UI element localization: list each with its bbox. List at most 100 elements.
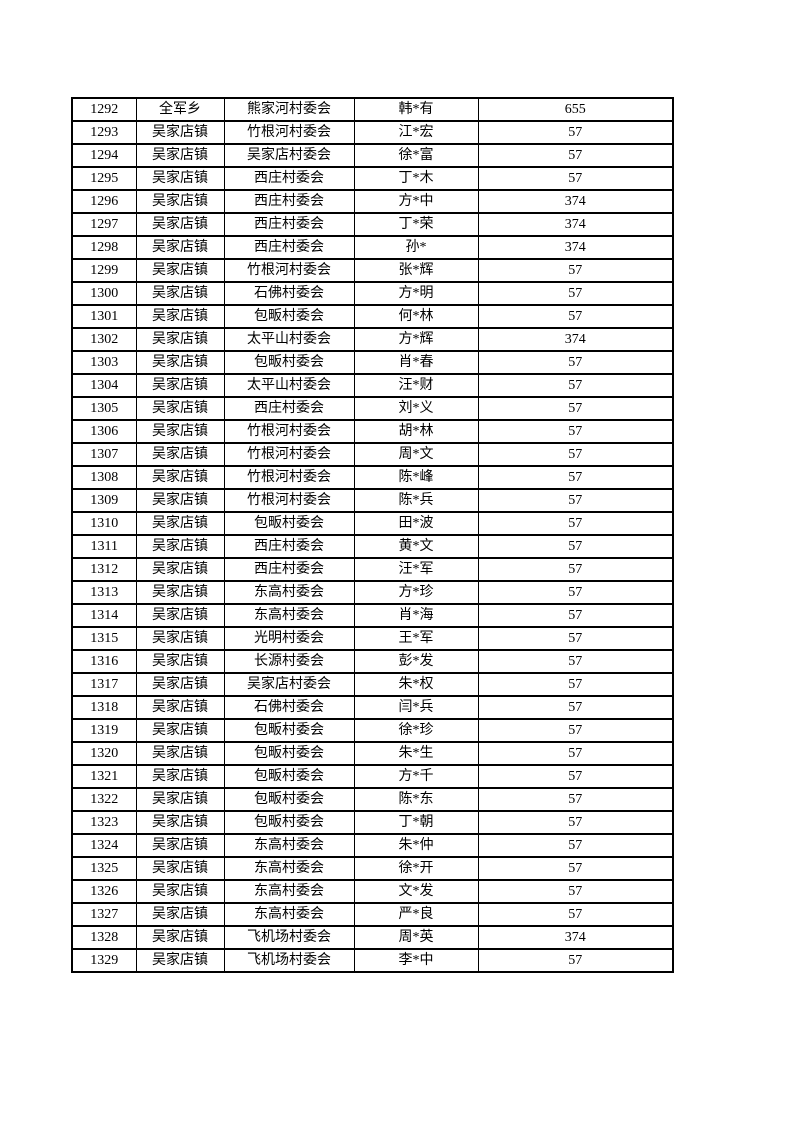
cell-person: 方*辉 <box>353 327 479 352</box>
cell-village: 西庄村委会 <box>223 166 355 191</box>
cell-person: 肖*海 <box>353 603 479 628</box>
cell-amount: 57 <box>477 442 674 467</box>
cell-town: 吴家店镇 <box>135 626 225 651</box>
cell-serial: 1295 <box>71 166 137 191</box>
cell-serial: 1305 <box>71 396 137 421</box>
cell-village: 石佛村委会 <box>223 695 355 720</box>
cell-amount: 57 <box>477 258 674 283</box>
table-row: 1302 吴家店镇 太平山村委会 方*辉 374 <box>71 327 674 352</box>
cell-serial: 1302 <box>71 327 137 352</box>
cell-town: 吴家店镇 <box>135 419 225 444</box>
cell-serial: 1322 <box>71 787 137 812</box>
cell-serial: 1301 <box>71 304 137 329</box>
cell-town: 吴家店镇 <box>135 396 225 421</box>
table-row: 1293 吴家店镇 竹根河村委会 江*宏 57 <box>71 120 674 145</box>
cell-serial: 1318 <box>71 695 137 720</box>
cell-village: 东高村委会 <box>223 580 355 605</box>
cell-town: 吴家店镇 <box>135 304 225 329</box>
cell-serial: 1324 <box>71 833 137 858</box>
cell-town: 吴家店镇 <box>135 327 225 352</box>
cell-serial: 1327 <box>71 902 137 927</box>
table-row: 1308 吴家店镇 竹根河村委会 陈*峰 57 <box>71 465 674 490</box>
cell-town: 吴家店镇 <box>135 810 225 835</box>
cell-person: 田*波 <box>353 511 479 536</box>
cell-amount: 374 <box>477 327 674 352</box>
cell-person: 陈*兵 <box>353 488 479 513</box>
cell-serial: 1314 <box>71 603 137 628</box>
cell-village: 太平山村委会 <box>223 373 355 398</box>
cell-village: 东高村委会 <box>223 879 355 904</box>
cell-serial: 1326 <box>71 879 137 904</box>
cell-amount: 57 <box>477 143 674 168</box>
cell-village: 西庄村委会 <box>223 235 355 260</box>
cell-village: 包畈村委会 <box>223 511 355 536</box>
cell-person: 朱*生 <box>353 741 479 766</box>
cell-person: 丁*朝 <box>353 810 479 835</box>
cell-town: 吴家店镇 <box>135 442 225 467</box>
cell-town: 吴家店镇 <box>135 879 225 904</box>
cell-serial: 1298 <box>71 235 137 260</box>
cell-town: 吴家店镇 <box>135 120 225 145</box>
cell-amount: 57 <box>477 718 674 743</box>
cell-amount: 57 <box>477 672 674 697</box>
cell-person: 朱*仲 <box>353 833 479 858</box>
table-row: 1304 吴家店镇 太平山村委会 汪*财 57 <box>71 373 674 398</box>
cell-town: 吴家店镇 <box>135 833 225 858</box>
cell-person: 方*明 <box>353 281 479 306</box>
table-row: 1317 吴家店镇 吴家店村委会 朱*权 57 <box>71 672 674 697</box>
table-row: 1309 吴家店镇 竹根河村委会 陈*兵 57 <box>71 488 674 513</box>
cell-town: 吴家店镇 <box>135 580 225 605</box>
cell-village: 飞机场村委会 <box>223 925 355 950</box>
cell-amount: 57 <box>477 350 674 375</box>
cell-town: 吴家店镇 <box>135 948 225 973</box>
table-row: 1326 吴家店镇 东高村委会 文*发 57 <box>71 879 674 904</box>
cell-person: 汪*财 <box>353 373 479 398</box>
cell-serial: 1319 <box>71 718 137 743</box>
cell-person: 徐*富 <box>353 143 479 168</box>
cell-town: 全军乡 <box>135 97 225 122</box>
table-row: 1299 吴家店镇 竹根河村委会 张*辉 57 <box>71 258 674 283</box>
cell-person: 丁*木 <box>353 166 479 191</box>
cell-amount: 57 <box>477 879 674 904</box>
table-row: 1314 吴家店镇 东高村委会 肖*海 57 <box>71 603 674 628</box>
cell-person: 张*辉 <box>353 258 479 283</box>
table-row: 1315 吴家店镇 光明村委会 王*军 57 <box>71 626 674 651</box>
cell-serial: 1293 <box>71 120 137 145</box>
table-row: 1307 吴家店镇 竹根河村委会 周*文 57 <box>71 442 674 467</box>
cell-amount: 57 <box>477 419 674 444</box>
table-row: 1294 吴家店镇 吴家店村委会 徐*富 57 <box>71 143 674 168</box>
cell-village: 包畈村委会 <box>223 304 355 329</box>
table-row: 1297 吴家店镇 西庄村委会 丁*荣 374 <box>71 212 674 237</box>
cell-serial: 1325 <box>71 856 137 881</box>
cell-person: 胡*林 <box>353 419 479 444</box>
table-row: 1322 吴家店镇 包畈村委会 陈*东 57 <box>71 787 674 812</box>
cell-town: 吴家店镇 <box>135 235 225 260</box>
cell-person: 文*发 <box>353 879 479 904</box>
table-row: 1321 吴家店镇 包畈村委会 方*千 57 <box>71 764 674 789</box>
cell-town: 吴家店镇 <box>135 557 225 582</box>
cell-town: 吴家店镇 <box>135 764 225 789</box>
cell-amount: 57 <box>477 764 674 789</box>
cell-town: 吴家店镇 <box>135 902 225 927</box>
cell-village: 竹根河村委会 <box>223 465 355 490</box>
cell-serial: 1313 <box>71 580 137 605</box>
cell-serial: 1294 <box>71 143 137 168</box>
cell-amount: 57 <box>477 580 674 605</box>
cell-serial: 1306 <box>71 419 137 444</box>
cell-person: 方*中 <box>353 189 479 214</box>
table-row: 1310 吴家店镇 包畈村委会 田*波 57 <box>71 511 674 536</box>
table-row: 1325 吴家店镇 东高村委会 徐*开 57 <box>71 856 674 881</box>
cell-serial: 1315 <box>71 626 137 651</box>
cell-amount: 57 <box>477 120 674 145</box>
table-row: 1313 吴家店镇 东高村委会 方*珍 57 <box>71 580 674 605</box>
table-row: 1295 吴家店镇 西庄村委会 丁*木 57 <box>71 166 674 191</box>
cell-serial: 1329 <box>71 948 137 973</box>
cell-person: 何*林 <box>353 304 479 329</box>
cell-town: 吴家店镇 <box>135 695 225 720</box>
cell-amount: 57 <box>477 695 674 720</box>
cell-person: 周*英 <box>353 925 479 950</box>
cell-amount: 57 <box>477 465 674 490</box>
cell-village: 竹根河村委会 <box>223 442 355 467</box>
cell-serial: 1328 <box>71 925 137 950</box>
cell-person: 朱*权 <box>353 672 479 697</box>
